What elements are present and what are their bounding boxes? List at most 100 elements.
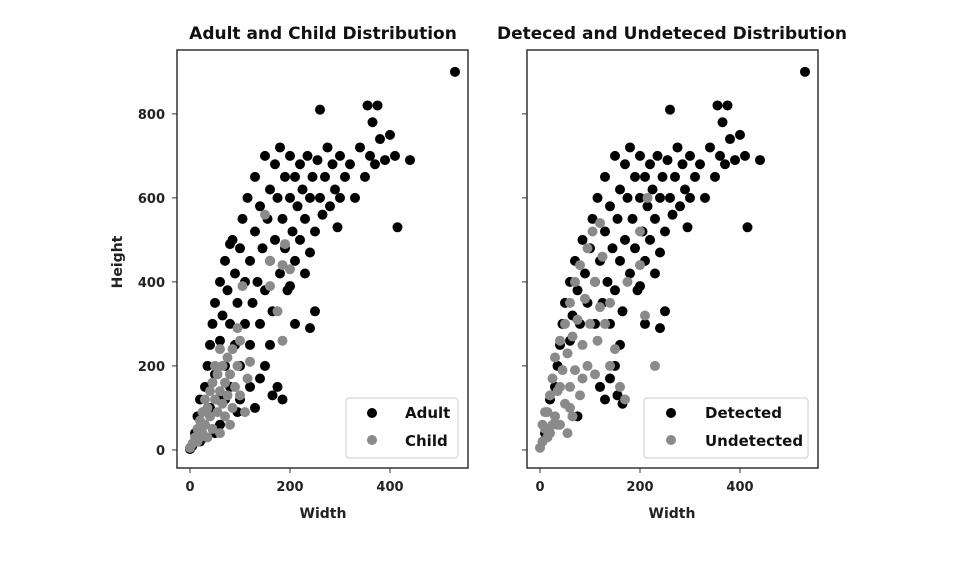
point-child xyxy=(217,360,228,371)
point-detected xyxy=(605,373,615,384)
point-adult xyxy=(242,192,253,203)
x-tick-label: 400 xyxy=(376,480,403,495)
point-detected xyxy=(572,285,583,296)
point-detected xyxy=(617,306,628,317)
point-undetected xyxy=(642,192,653,203)
point-adult xyxy=(305,247,315,258)
point-child xyxy=(212,369,223,380)
scatter-points xyxy=(535,66,810,453)
point-adult xyxy=(327,159,338,170)
point-adult xyxy=(290,255,300,266)
point-detected xyxy=(742,222,753,233)
point-detected xyxy=(660,306,670,317)
point-child xyxy=(235,335,245,346)
y-tick-label: 600 xyxy=(138,192,165,207)
point-adult xyxy=(340,171,350,182)
point-detected xyxy=(592,192,603,203)
point-adult xyxy=(320,171,330,182)
point-detected xyxy=(595,381,605,392)
point-adult xyxy=(385,129,395,140)
point-adult xyxy=(305,192,315,203)
point-adult xyxy=(345,159,355,170)
point-child xyxy=(242,373,253,384)
point-detected xyxy=(685,150,695,161)
point-adult xyxy=(240,318,250,329)
point-undetected xyxy=(570,276,580,287)
point-child xyxy=(220,411,230,422)
point-detected xyxy=(600,226,610,237)
point-detected xyxy=(612,390,623,401)
point-undetected xyxy=(555,335,565,346)
point-adult xyxy=(267,390,278,401)
point-undetected xyxy=(545,390,555,401)
point-undetected xyxy=(557,365,568,376)
point-detected xyxy=(650,268,660,279)
point-detected xyxy=(800,66,810,77)
point-undetected xyxy=(605,297,615,308)
point-detected xyxy=(630,243,640,254)
point-detected xyxy=(615,255,625,266)
point-undetected xyxy=(600,318,610,329)
point-detected xyxy=(710,171,720,182)
point-undetected xyxy=(587,226,598,237)
point-undetected xyxy=(640,310,650,321)
point-detected xyxy=(635,192,645,203)
point-child xyxy=(222,352,233,363)
point-undetected xyxy=(567,411,578,422)
point-detected xyxy=(600,394,610,405)
right-panel: Deteced and Undeteced Distribution Width… xyxy=(497,24,847,522)
point-detected xyxy=(657,171,668,182)
point-detected xyxy=(635,150,645,161)
point-detected xyxy=(622,192,633,203)
point-adult xyxy=(317,209,328,220)
point-child xyxy=(200,419,210,430)
point-detected xyxy=(630,171,640,182)
y-tick-label: 400 xyxy=(138,276,165,291)
point-child xyxy=(215,344,225,355)
point-adult xyxy=(250,226,260,237)
left-chart-title: Adult and Child Distribution xyxy=(189,24,457,44)
point-adult xyxy=(310,226,320,237)
point-undetected xyxy=(580,293,590,304)
point-adult xyxy=(275,268,285,279)
point-adult xyxy=(355,142,365,153)
legend-marker-child xyxy=(367,435,377,445)
point-adult xyxy=(252,276,263,287)
point-undetected xyxy=(560,318,570,329)
point-child xyxy=(285,264,295,275)
point-adult xyxy=(292,201,303,212)
point-adult xyxy=(275,142,285,153)
point-detected xyxy=(615,184,625,195)
right-chart-title: Deteced and Undeteced Distribution xyxy=(497,24,847,44)
point-detected xyxy=(605,201,615,212)
point-adult xyxy=(272,381,283,392)
point-undetected xyxy=(565,297,575,308)
point-detected xyxy=(705,142,715,153)
point-detected xyxy=(682,222,693,233)
point-adult xyxy=(205,339,215,350)
point-adult xyxy=(297,184,308,195)
scatter-points xyxy=(185,66,460,455)
point-undetected xyxy=(635,260,645,271)
point-adult xyxy=(300,268,310,279)
point-undetected xyxy=(622,276,633,287)
right-legend-box xyxy=(643,397,809,459)
point-child xyxy=(207,377,218,388)
point-undetected xyxy=(565,381,575,392)
point-child xyxy=(215,428,225,439)
point-adult xyxy=(255,201,265,212)
x-tick-label: 400 xyxy=(726,480,753,495)
point-adult xyxy=(405,155,415,166)
point-undetected xyxy=(547,373,558,384)
point-adult xyxy=(362,100,373,111)
point-adult xyxy=(245,255,255,266)
point-adult xyxy=(225,318,235,329)
right-legend: Detected Undetected xyxy=(643,397,809,459)
point-child xyxy=(227,402,238,413)
point-adult xyxy=(370,159,380,170)
point-adult xyxy=(305,323,315,334)
point-adult xyxy=(310,306,320,317)
point-undetected xyxy=(595,218,605,229)
point-child xyxy=(237,281,248,292)
point-child xyxy=(220,377,230,388)
